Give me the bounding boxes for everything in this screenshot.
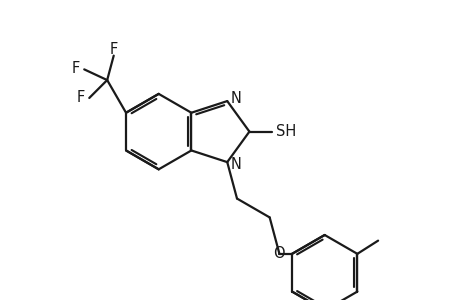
Text: F: F	[109, 42, 118, 57]
Text: F: F	[72, 61, 80, 76]
Text: SH: SH	[275, 124, 295, 139]
Text: N: N	[230, 91, 241, 106]
Text: N: N	[230, 158, 241, 172]
Text: F: F	[77, 91, 85, 106]
Text: O: O	[273, 246, 285, 261]
